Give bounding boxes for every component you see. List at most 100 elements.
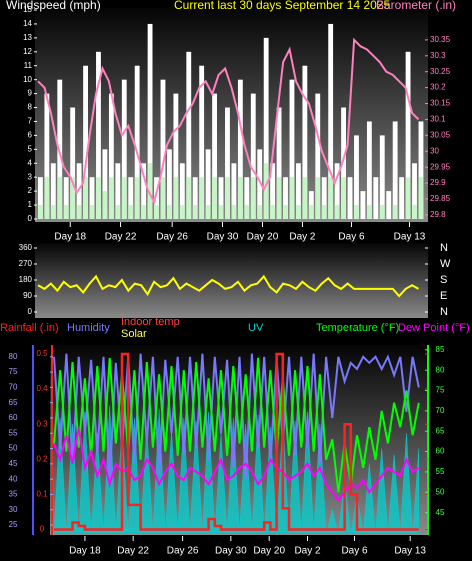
bar [392, 121, 398, 219]
tick-label: 30 [9, 505, 18, 514]
bar [379, 205, 385, 219]
tick-label: 7 [28, 117, 33, 126]
bar [308, 205, 314, 219]
bar [57, 177, 63, 219]
bar [96, 51, 101, 219]
bar [250, 177, 256, 219]
tick-label: 4 [28, 158, 33, 167]
bar [418, 121, 424, 219]
bar [257, 205, 263, 219]
x-tick-label: Day 13 [394, 232, 426, 243]
bar [38, 205, 43, 219]
bar [134, 177, 140, 219]
tick-label: 80 [9, 352, 18, 361]
tick-label: 30.3 [430, 51, 446, 60]
bar [283, 205, 288, 219]
bar [302, 177, 308, 219]
x-tick-label: Day 30 [215, 546, 247, 557]
tick-label: 30.05 [430, 130, 451, 139]
bar [160, 177, 166, 219]
x-tick-label: Day 18 [69, 546, 101, 557]
bar [128, 177, 134, 219]
bar [218, 177, 224, 219]
tick-label: 50 [9, 444, 18, 453]
bar [328, 23, 334, 219]
tick-label: 29.95 [430, 162, 451, 171]
bar [392, 205, 398, 219]
bar [328, 177, 334, 219]
bar [225, 177, 230, 219]
bar [160, 79, 166, 220]
bar [192, 205, 198, 219]
bar [186, 177, 192, 219]
tick-label: 30.2 [430, 83, 446, 92]
bar [347, 177, 353, 219]
bar [399, 177, 405, 219]
tick-label: 0 [28, 214, 33, 223]
tick-label: 25 [9, 520, 18, 529]
tick-label: 70 [436, 406, 445, 415]
x-tick-label: Day 26 [156, 232, 188, 243]
x-tick-label: Day 2 [294, 546, 321, 557]
x-tick-label: Day 22 [117, 546, 149, 557]
bar [283, 177, 288, 219]
bar [379, 135, 385, 219]
x-tick-label: Day 22 [105, 232, 137, 243]
bar [257, 149, 263, 219]
tick-label: N [440, 242, 448, 254]
bar [96, 177, 101, 219]
tick-label: W [440, 258, 451, 270]
plot-area [37, 274, 419, 298]
tick-label: 5 [28, 144, 33, 153]
bar [321, 205, 327, 219]
tick-label: 40 [9, 474, 18, 483]
tick-label: 55 [436, 467, 445, 476]
bar [341, 107, 346, 219]
tick-label: 270 [19, 259, 33, 268]
bar [141, 205, 147, 219]
bar [231, 163, 237, 219]
bar [412, 163, 417, 219]
bar [334, 163, 340, 219]
x-tick-label: Day 2 [289, 232, 316, 243]
bar [276, 107, 282, 219]
line [37, 274, 419, 298]
bar [386, 191, 392, 219]
bar [270, 163, 276, 219]
tick-label: 0.2 [36, 454, 48, 463]
bar [296, 163, 301, 219]
bar [167, 149, 172, 219]
chart-title: Current last 30 days September 14 2025 [174, 0, 390, 12]
line [54, 352, 419, 531]
legend-entry: Temperature (°F) [316, 322, 399, 334]
bar [244, 205, 250, 219]
tick-label: 85 [436, 345, 445, 354]
tick-label: 70 [9, 382, 18, 391]
bar [89, 205, 95, 219]
line [53, 357, 420, 493]
bar [405, 51, 411, 219]
tick-label: 45 [9, 459, 18, 468]
tick-label: 30.1 [430, 115, 446, 124]
tick-label: 15 [23, 5, 32, 14]
bar [115, 205, 121, 219]
bar [83, 177, 88, 219]
bar [289, 177, 295, 219]
tick-label: 29.8 [430, 210, 446, 219]
bar [334, 205, 340, 219]
tick-label: 9 [28, 89, 33, 98]
tick-label: 55 [9, 428, 18, 437]
tick-label: 30.35 [430, 35, 451, 44]
bar [212, 93, 217, 219]
tick-label: 80 [436, 365, 445, 374]
bar [354, 135, 359, 219]
bar [186, 51, 192, 219]
bar [134, 65, 140, 219]
bar [276, 177, 282, 219]
tick-label: 75 [9, 367, 18, 376]
bar [360, 191, 366, 219]
bar [179, 163, 185, 219]
plot-area [37, 23, 424, 220]
bar [405, 177, 411, 219]
tick-label: S [440, 274, 447, 286]
